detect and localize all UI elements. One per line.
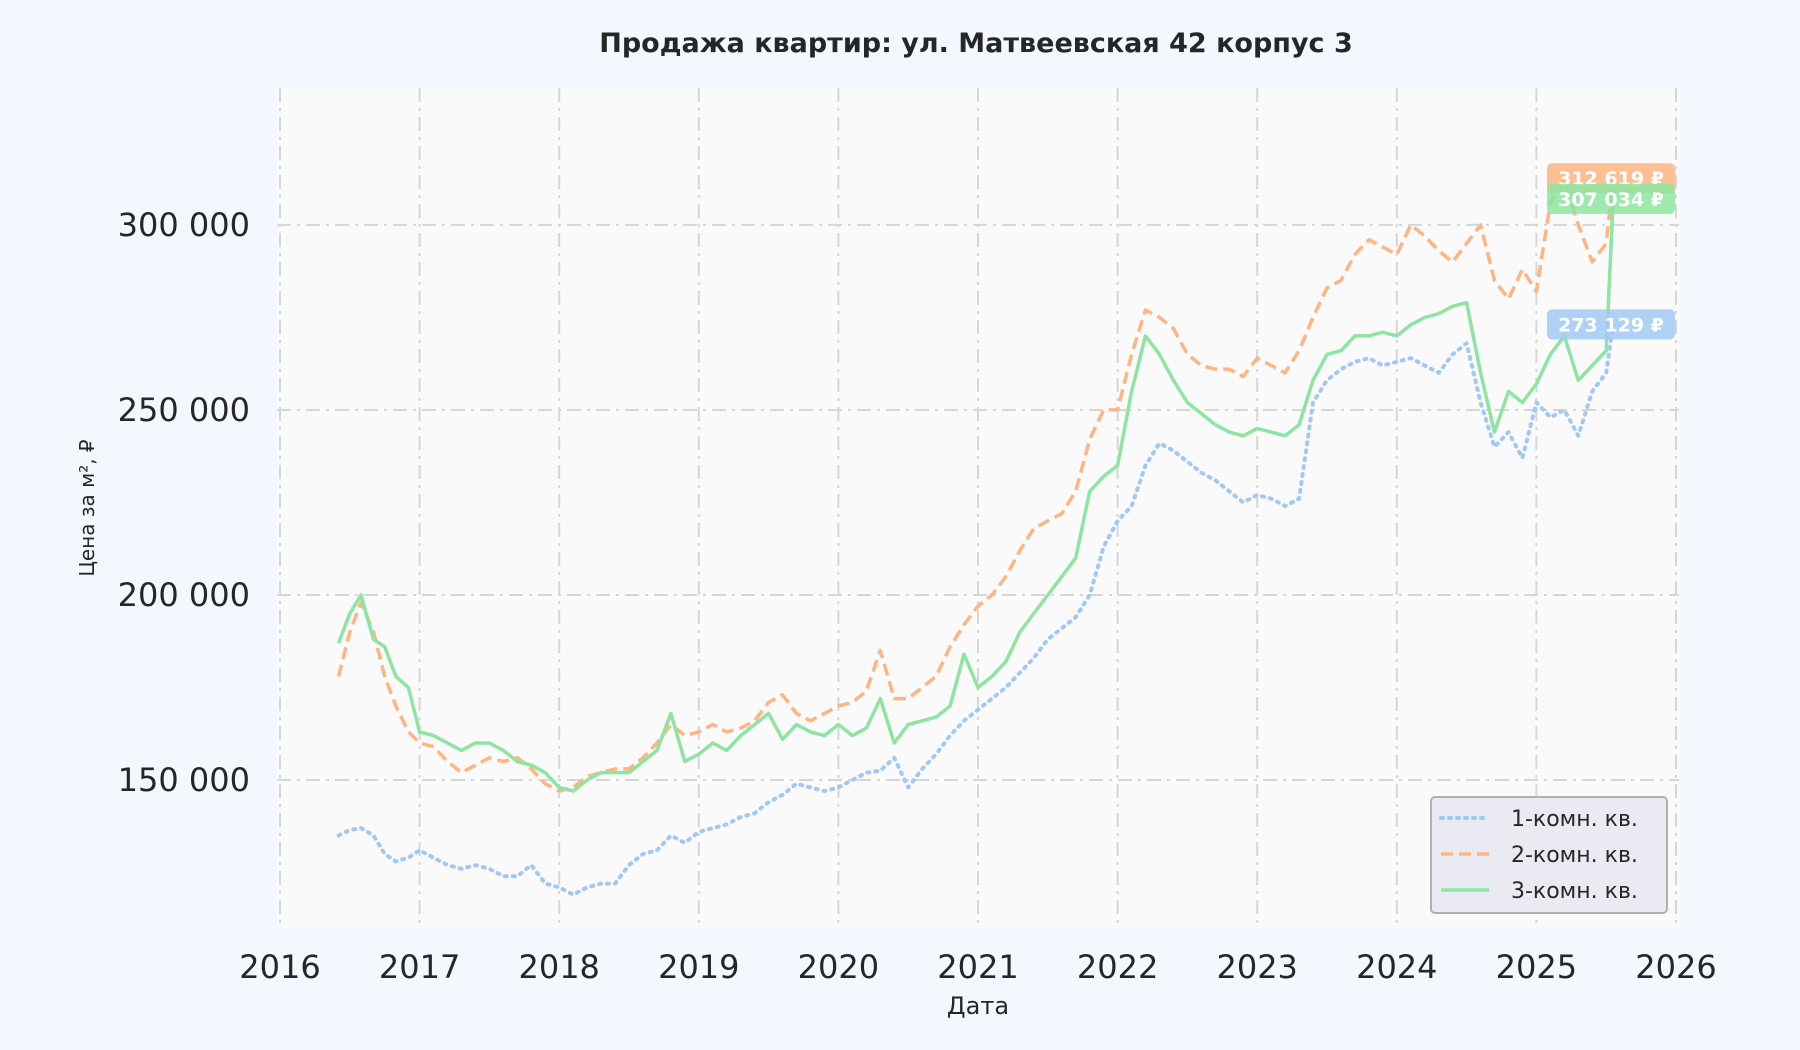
x-tick-label: 2025 — [1496, 948, 1577, 986]
legend-box — [1430, 796, 1668, 914]
y-axis-ticks: 150 000 200 000 250 000 300 000 — [118, 206, 250, 799]
x-tick-label: 2018 — [518, 948, 599, 986]
x-axis-ticks: 2016 2017 2018 2019 2020 2021 2022 2023 2024 2025… — [239, 948, 1716, 986]
end-label-3: 307 034 ₽ — [1558, 189, 1664, 211]
legend-entry-1: 1-комн. кв. — [1511, 807, 1638, 832]
x-tick-label: 2021 — [937, 948, 1018, 986]
legend-entry-2: 2-комн. кв. — [1511, 843, 1638, 868]
x-tick-label: 2024 — [1356, 948, 1437, 986]
y-tick-label: 300 000 — [118, 206, 250, 244]
series-line-1 — [336, 322, 1616, 897]
x-axis-label: Дата — [947, 992, 1009, 1020]
x-tick-label: 2023 — [1216, 948, 1297, 986]
series-line-3 — [336, 198, 1615, 793]
end-label-box-3 — [1547, 183, 1675, 214]
y-tick-label: 200 000 — [118, 576, 250, 614]
x-tick-label: 2017 — [379, 948, 460, 986]
x-tick-label: 2022 — [1077, 948, 1158, 986]
legend-entry-3: 3-комн. кв. — [1511, 879, 1638, 904]
end-label-box-1 — [1547, 309, 1675, 340]
x-tick-label: 2019 — [658, 948, 739, 986]
end-label-1: 273 129 ₽ — [1558, 314, 1664, 336]
chart-title: Продажа квартир: ул. Матвеевская 42 корп… — [599, 28, 1353, 59]
x-tick-label: 2020 — [798, 948, 879, 986]
end-labels: 273 129 ₽312 619 ₽307 034 ₽ — [1547, 163, 1675, 340]
gridlines — [277, 88, 1679, 928]
x-tick-label: 2026 — [1635, 948, 1716, 986]
x-tick-label: 2016 — [239, 948, 320, 986]
series-group — [336, 178, 1616, 897]
y-tick-label: 250 000 — [118, 391, 250, 429]
legend: 1-комн. кв. 2-комн. кв. 3-комн. кв. — [1430, 796, 1668, 914]
y-axis-label: Цена за м², ₽ — [75, 439, 99, 577]
y-tick-label: 150 000 — [118, 761, 250, 799]
